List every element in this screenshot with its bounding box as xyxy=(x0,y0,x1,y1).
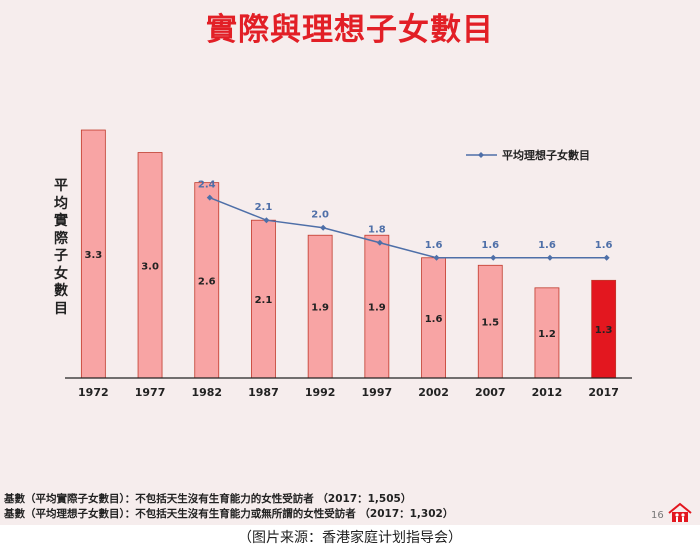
bar xyxy=(477,264,503,379)
line-point-label: 2.1 xyxy=(255,202,273,213)
line-point xyxy=(546,254,553,261)
line-point xyxy=(433,254,440,261)
line-point-label: 1.6 xyxy=(595,240,613,251)
bar xyxy=(364,234,390,379)
x-tick-label: 2002 xyxy=(418,386,449,399)
slide: 實際與理想子女數目 平均實際子女數目 3.3 3.0 2.6 2.1 1.9 1.9 1.6… xyxy=(0,0,700,525)
bar xyxy=(591,279,617,379)
line-point xyxy=(603,254,610,261)
bar-value-label: 2.1 xyxy=(255,295,273,306)
image-caption: （图片来源：香港家庭计划指导会） xyxy=(238,530,462,546)
line-point-label: 1.8 xyxy=(368,225,386,236)
page-number: 16 xyxy=(651,510,664,521)
x-tick-label: 2017 xyxy=(588,386,619,399)
bar-value-label: 3.3 xyxy=(84,250,102,261)
bar-value-label: 2.6 xyxy=(198,276,216,287)
bar-value-label: 1.5 xyxy=(481,318,499,329)
bar xyxy=(421,257,446,379)
bar-value-label: 1.3 xyxy=(595,325,613,336)
line-point-label: 1.6 xyxy=(481,240,499,251)
line-point-label: 1.6 xyxy=(538,240,556,251)
bar-value-label: 3.0 xyxy=(141,261,159,272)
line-point xyxy=(206,194,213,201)
line-point xyxy=(490,254,497,261)
x-tick-label: 2007 xyxy=(475,386,506,399)
bar xyxy=(194,182,220,379)
legend-label: 平均理想子女數目 xyxy=(502,148,590,162)
bar xyxy=(534,287,560,379)
x-tick-label: 1982 xyxy=(191,386,222,399)
chart: 3.3 3.0 2.6 2.1 1.9 1.9 1.6 1.5 1.2 1.3 1972 1977 19… xyxy=(65,129,632,399)
bar-value-label: 1.6 xyxy=(425,314,443,325)
x-tick-label: 1992 xyxy=(305,386,336,399)
line-point xyxy=(263,217,270,224)
base-note-ideal: 基數（平均理想子女數目）：不包括天生沒有生育能力或無所謂的女性受訪者 （2017… xyxy=(4,508,454,520)
x-tick-label: 1972 xyxy=(78,386,109,399)
x-tick-label: 2012 xyxy=(532,386,563,399)
bar xyxy=(137,152,163,379)
x-tick-label: 1987 xyxy=(248,386,279,399)
bar-value-label: 1.9 xyxy=(311,303,329,314)
chart-title: 實際與理想子女數目 xyxy=(206,12,494,48)
line-point xyxy=(376,239,383,246)
base-note-actual: 基數（平均實際子女數目）：不包括天生沒有生育能力的女性受訪者 （2017：1,5… xyxy=(4,493,412,505)
line-point-label: 2.4 xyxy=(198,180,216,191)
x-tick-label: 1997 xyxy=(362,386,393,399)
line-point-label: 2.0 xyxy=(311,210,329,221)
bar-value-label: 1.9 xyxy=(368,303,386,314)
bar-value-label: 1.2 xyxy=(538,329,556,340)
legend-marker xyxy=(478,152,484,158)
y-axis-label: 平均實際子女數目 xyxy=(54,178,68,317)
x-tick-label: 1977 xyxy=(135,386,166,399)
bar xyxy=(80,129,106,379)
line-series xyxy=(209,196,607,259)
line-point-label: 1.6 xyxy=(425,240,443,251)
line-point xyxy=(320,224,327,231)
family-logo-icon xyxy=(668,502,692,522)
